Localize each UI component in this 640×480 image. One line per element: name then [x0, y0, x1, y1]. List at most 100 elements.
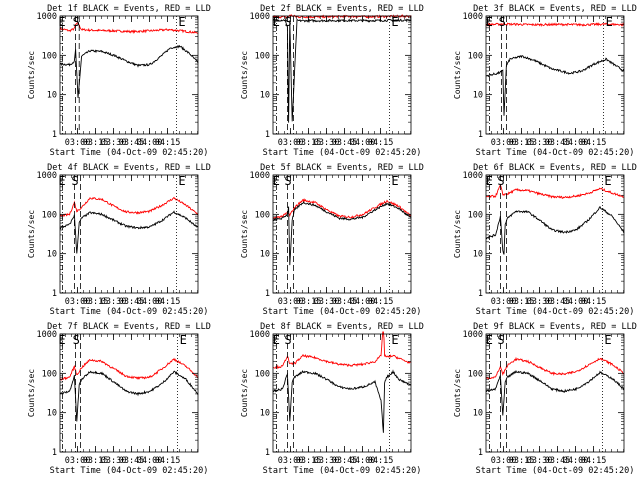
y-tick-label: 1: [52, 130, 57, 140]
x-tick-label: 04:15: [155, 456, 181, 466]
lld-trace: [272, 331, 412, 370]
x-tick-label: 03:30: [101, 138, 127, 148]
x-axis-label: Start Time (04-Oct-09 02:45:20): [263, 307, 422, 317]
y-axis-label: Counts/sec: [27, 51, 36, 99]
events-trace: [272, 201, 412, 266]
x-tick-label: 04:15: [581, 297, 607, 307]
panel-title: Det 4f BLACK = Events, RED = LLD: [47, 163, 211, 173]
events-trace: [59, 44, 199, 98]
events-trace: [485, 205, 625, 255]
marker-s-label: S: [71, 174, 78, 188]
x-axis-label: Start Time (04-Oct-09 02:45:20): [50, 148, 209, 158]
x-tick-label: 03:00: [278, 297, 304, 307]
marker-e-label: E: [391, 333, 398, 347]
panel-title: Det 3f BLACK = Events, RED = LLD: [473, 4, 637, 14]
x-tick-label: 04:15: [368, 138, 394, 148]
y-tick-label: 1000: [250, 330, 270, 340]
marker-s-label: S: [284, 15, 291, 29]
x-tick-label: 03:30: [101, 297, 127, 307]
plot-frame: [485, 15, 625, 135]
marker-s-label: S: [497, 174, 504, 188]
x-tick-label: 03:00: [491, 297, 517, 307]
x-tick-label: 04:00: [137, 297, 163, 307]
y-tick-label: 1: [265, 289, 270, 299]
y-axis-label: Counts/sec: [27, 369, 36, 417]
lld-trace: [485, 356, 625, 380]
marker-e-label: E: [604, 333, 611, 347]
y-axis-label: Counts/sec: [240, 51, 249, 99]
x-tick-label: 04:00: [563, 138, 589, 148]
panel-title: Det 7f BLACK = Events, RED = LLD: [47, 322, 211, 332]
lld-trace: [485, 183, 625, 199]
panel-title: Det 9f BLACK = Events, RED = LLD: [473, 322, 637, 332]
lld-trace: [485, 22, 625, 28]
x-tick-label: 03:45: [332, 297, 358, 307]
marker-e-label: E: [180, 333, 187, 347]
marker-s-label: S: [284, 333, 291, 347]
y-axis-label: Counts/sec: [453, 210, 462, 258]
y-tick-label: 1: [478, 289, 483, 299]
x-tick-label: 03:15: [509, 138, 535, 148]
x-axis-label: Start Time (04-Oct-09 02:45:20): [263, 466, 422, 476]
y-tick-label: 1000: [250, 171, 270, 181]
marker-e-label: E: [486, 15, 493, 29]
y-tick-label: 10: [473, 409, 483, 419]
y-tick-label: 100: [42, 369, 57, 379]
x-tick-label: 03:45: [119, 456, 145, 466]
x-tick-label: 03:00: [65, 456, 91, 466]
y-tick-label: 1: [265, 130, 270, 140]
y-tick-label: 100: [255, 51, 270, 61]
x-tick-label: 03:30: [314, 138, 340, 148]
y-tick-label: 100: [468, 210, 483, 220]
y-tick-label: 10: [47, 409, 57, 419]
y-tick-label: 1000: [463, 171, 483, 181]
x-tick-label: 04:00: [563, 297, 589, 307]
lld-trace: [59, 22, 199, 35]
events-trace: [272, 18, 412, 123]
x-tick-label: 04:00: [350, 297, 376, 307]
x-axis-label: Start Time (04-Oct-09 02:45:20): [50, 307, 209, 317]
x-tick-label: 03:30: [527, 297, 553, 307]
plot-frame: [485, 174, 625, 294]
marker-e-label: E: [486, 333, 493, 347]
y-tick-label: 1000: [463, 12, 483, 22]
x-tick-label: 03:30: [314, 456, 340, 466]
y-tick-label: 10: [260, 250, 270, 260]
x-tick-label: 03:45: [545, 138, 571, 148]
x-tick-label: 04:00: [350, 456, 376, 466]
x-tick-label: 03:45: [119, 138, 145, 148]
x-tick-label: 04:00: [137, 138, 163, 148]
panel-title: Det 5f BLACK = Events, RED = LLD: [260, 163, 424, 173]
events-trace: [272, 369, 411, 433]
panel-title: Det 8f BLACK = Events, RED = LLD: [260, 322, 424, 332]
panel-title: Det 6f BLACK = Events, RED = LLD: [473, 163, 637, 173]
plot-frame: [59, 333, 199, 453]
events-trace: [486, 55, 625, 116]
y-tick-label: 10: [473, 91, 483, 101]
marker-s-label: S: [73, 15, 80, 29]
marker-e-label: E: [178, 174, 185, 188]
y-tick-label: 1: [478, 130, 483, 140]
marker-s-label: S: [284, 174, 291, 188]
x-tick-label: 04:15: [581, 138, 607, 148]
x-tick-label: 03:30: [527, 456, 553, 466]
x-tick-label: 04:15: [368, 297, 394, 307]
marker-e-label: E: [178, 15, 185, 29]
y-tick-label: 100: [42, 51, 57, 61]
x-tick-label: 03:00: [65, 138, 91, 148]
x-axis-label: Start Time (04-Oct-09 02:45:20): [476, 307, 635, 317]
x-tick-label: 03:45: [545, 456, 571, 466]
y-tick-label: 100: [468, 369, 483, 379]
y-tick-label: 10: [260, 91, 270, 101]
plot-frame: [272, 15, 412, 135]
y-axis-label: Counts/sec: [453, 51, 462, 99]
x-tick-label: 03:45: [119, 297, 145, 307]
events-trace: [59, 370, 199, 422]
x-tick-label: 03:15: [83, 456, 109, 466]
x-tick-label: 03:15: [296, 138, 322, 148]
plot-frame: [59, 174, 199, 294]
